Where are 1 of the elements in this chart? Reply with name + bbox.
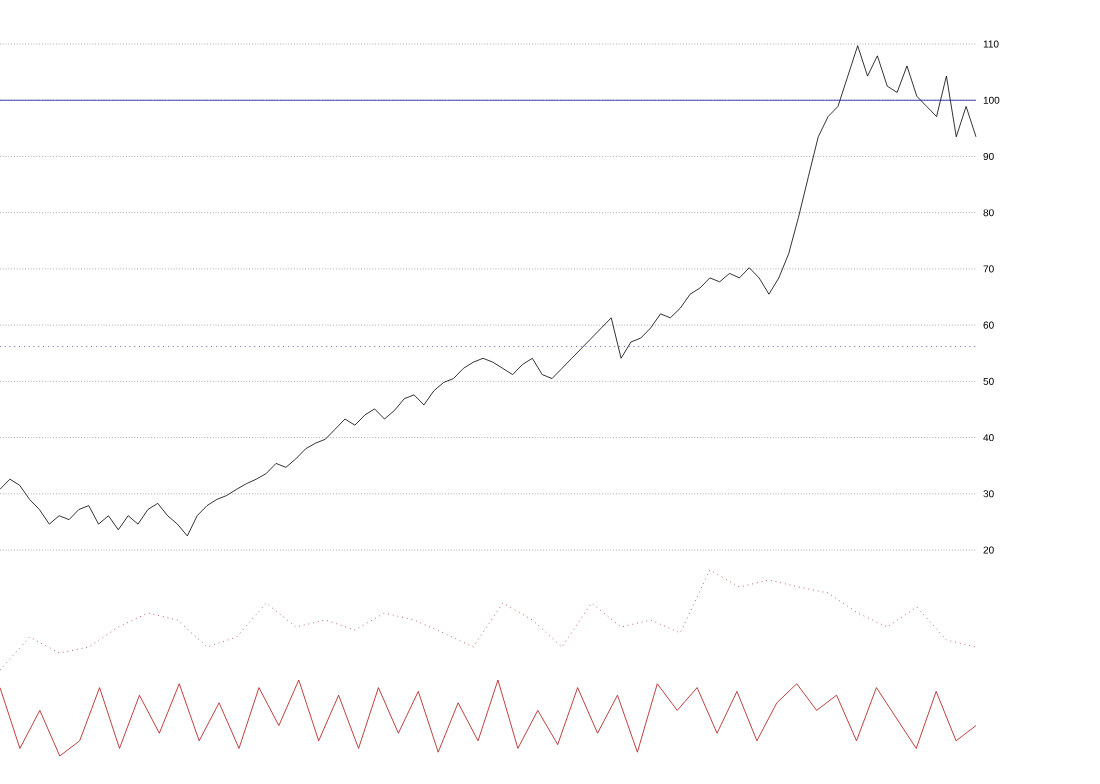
line-series: [0, 45, 977, 537]
